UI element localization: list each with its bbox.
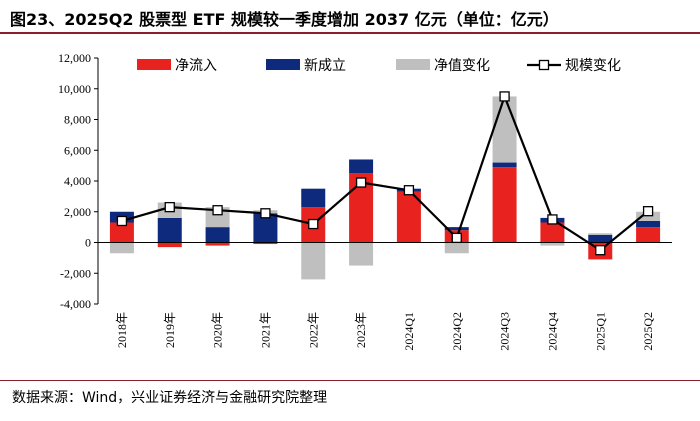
x-tick-label: 2024Q1 bbox=[402, 312, 416, 351]
bar-净值变化-2025Q2 bbox=[636, 211, 661, 221]
bar-新成立-2024Q3 bbox=[492, 162, 517, 168]
line-point-2024Q2 bbox=[451, 232, 462, 244]
legend-label: 新成立 bbox=[304, 58, 346, 74]
bar-净流入-2024Q3 bbox=[492, 167, 517, 243]
legend-swatch-净值变化 bbox=[396, 59, 430, 70]
bar-净值变化-2025Q1 bbox=[588, 233, 613, 235]
x-tick-label: 2024Q2 bbox=[450, 312, 464, 351]
y-tick-label: -4,000 bbox=[60, 297, 91, 311]
x-tick-label: 2024Q3 bbox=[498, 312, 512, 351]
title-divider bbox=[0, 32, 700, 34]
bar-净流入-2018年 bbox=[109, 222, 134, 243]
bar-净值变化-2024Q2 bbox=[444, 242, 469, 254]
bar-新成立-2025Q2 bbox=[636, 220, 661, 228]
line-point-2019年 bbox=[164, 201, 175, 213]
bar-净流入-2020年 bbox=[205, 242, 230, 246]
x-tick-label: 2023年 bbox=[354, 312, 368, 348]
bar-净值变化-2020年 bbox=[205, 207, 230, 228]
bar-净流入-2021年 bbox=[253, 242, 278, 245]
bar-净值变化-2023年 bbox=[349, 242, 374, 266]
line-point-2022年 bbox=[308, 218, 319, 230]
y-axis: -4,000 -2,000 0 2,000 4,000 6,000 8,000 10,000 1… bbox=[58, 51, 99, 311]
bar-净流入-2025Q2 bbox=[636, 227, 661, 243]
x-tick-label: 2025Q2 bbox=[641, 312, 655, 351]
bar-新成立-2025Q1 bbox=[588, 234, 613, 243]
x-tick-label: 2022年 bbox=[306, 312, 320, 348]
y-tick-label: 6,000 bbox=[64, 143, 91, 157]
y-tick-label: -2,000 bbox=[60, 266, 91, 280]
line-point-2025Q2 bbox=[642, 206, 654, 217]
line-point-2020年 bbox=[212, 205, 223, 216]
bar-新成立-2020年 bbox=[205, 227, 230, 243]
bar-layer bbox=[109, 96, 661, 280]
x-tick-label: 2021年 bbox=[258, 312, 272, 348]
bar-新成立-2022年 bbox=[301, 188, 326, 208]
line-point-2024Q3 bbox=[499, 91, 510, 102]
x-tick-label: 2024Q4 bbox=[545, 312, 559, 351]
line-规模变化 bbox=[121, 93, 649, 252]
legend-swatch-新成立 bbox=[266, 59, 300, 70]
x-tick-label: 2025Q1 bbox=[593, 312, 607, 351]
bar-新成立-2019年 bbox=[157, 217, 182, 243]
y-tick-label: 0 bbox=[85, 236, 91, 250]
bar-净值变化-2022年 bbox=[301, 242, 326, 280]
source-note: 数据来源：Wind，兴业证券经济与金融研究院整理 bbox=[12, 390, 328, 406]
legend-marker bbox=[538, 59, 550, 71]
legend: 净流入 新成立 净值变化 规模变化 bbox=[137, 58, 621, 74]
line-point-2025Q1 bbox=[595, 245, 606, 256]
y-tick-label: 2,000 bbox=[64, 205, 91, 219]
legend-label: 规模变化 bbox=[565, 58, 621, 74]
legend-label: 净值变化 bbox=[434, 58, 490, 74]
bar-净值变化-2024Q3 bbox=[492, 96, 517, 163]
line-point-2024Q1 bbox=[403, 185, 415, 196]
line-point-2018年 bbox=[116, 215, 128, 227]
y-tick-label: 4,000 bbox=[64, 174, 91, 188]
legend-swatch-净流入 bbox=[137, 59, 171, 70]
chart-title: 图23、2025Q2 股票型 ETF 规模较一季度增加 2037 亿元（单位：亿… bbox=[10, 10, 559, 29]
bar-净流入-2024Q1 bbox=[396, 191, 421, 243]
x-tick-label: 2020年 bbox=[211, 312, 225, 348]
bar-净值变化-2024Q4 bbox=[540, 242, 565, 246]
x-tick-label: 2018年 bbox=[115, 312, 129, 348]
bar-新成立-2024Q2 bbox=[444, 227, 469, 231]
bar-净流入-2024Q4 bbox=[540, 222, 565, 243]
line-point-2024Q4 bbox=[547, 214, 558, 225]
line-point-2021年 bbox=[260, 208, 271, 219]
legend-label: 净流入 bbox=[175, 58, 217, 74]
source-divider bbox=[0, 380, 700, 381]
x-axis: 2018年 2019年 2020年 2021年 2022年 2023年 2024Q1 2024… bbox=[115, 312, 655, 351]
y-tick-label: 12,000 bbox=[58, 51, 91, 65]
chart-area: -4,000 -2,000 0 2,000 4,000 6,000 8,000 10,000 1… bbox=[58, 51, 672, 351]
bar-净流入-2019年 bbox=[157, 242, 182, 248]
line-point-2023年 bbox=[355, 177, 367, 188]
x-tick-label: 2019年 bbox=[163, 312, 177, 348]
bar-新成立-2023年 bbox=[349, 159, 374, 174]
bar-净值变化-2018年 bbox=[109, 242, 134, 254]
scale-change-line bbox=[116, 91, 654, 256]
y-tick-label: 8,000 bbox=[64, 113, 91, 127]
y-tick-label: 10,000 bbox=[58, 82, 91, 96]
